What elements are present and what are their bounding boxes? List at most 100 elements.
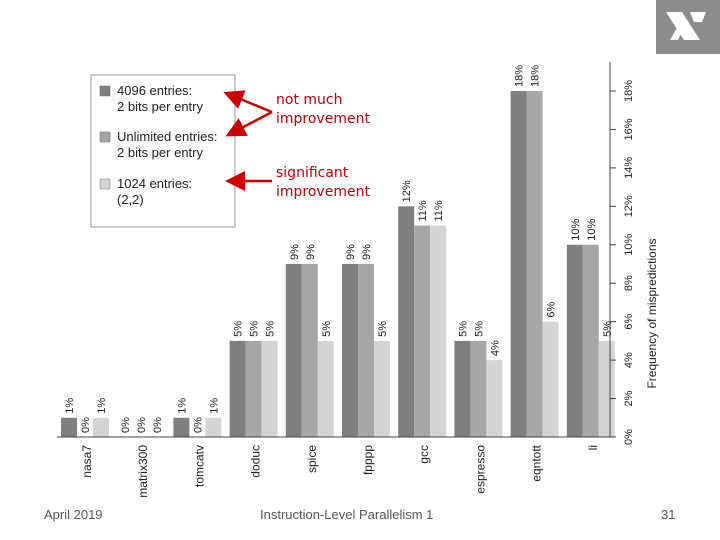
y-axis-group: 0% 2% 4% 6% 8% 10% 12% 14% 16% 18% Frequency of mi…	[57, 62, 659, 445]
bar-value-label: 5%	[473, 321, 485, 337]
bar	[582, 244, 599, 437]
bar-value-label: 0%	[192, 417, 204, 433]
bar-value-label: 1%	[96, 398, 108, 414]
bar-value-label: 11%	[433, 200, 445, 221]
bars-group	[61, 91, 615, 437]
bar-value-label: 18%	[530, 65, 542, 87]
bar-value-label: 9%	[305, 244, 317, 260]
y-tick-label: 14%	[623, 157, 635, 179]
legend-label: Unlimited entries:	[117, 129, 217, 144]
bar	[526, 91, 543, 437]
bar-value-label: 4%	[489, 340, 501, 356]
bar-value-label: 6%	[546, 302, 558, 318]
footer-date: April 2019	[44, 507, 103, 522]
y-tick-label: 2%	[623, 390, 635, 406]
bar	[245, 340, 262, 437]
bar-value-label: 0%	[80, 417, 92, 433]
bar-value-label: 12%	[401, 180, 413, 202]
y-tick-label: 8%	[623, 275, 635, 291]
annotation-line: not much	[276, 92, 343, 108]
bar	[510, 91, 527, 437]
bar	[566, 244, 583, 437]
legend-label: 2 bits per entry	[117, 99, 203, 114]
legend-swatch	[99, 131, 111, 143]
y-tick-label: 10%	[623, 234, 635, 256]
annotation-significant-improvement: significant improvement	[276, 164, 370, 202]
y-tick-label: 16%	[623, 118, 635, 140]
bar-value-label: 18%	[514, 65, 526, 87]
bar-value-label: 1%	[208, 398, 220, 414]
bar-value-label: 9%	[289, 244, 301, 260]
bar-value-label: 5%	[377, 321, 389, 337]
bar	[358, 264, 374, 437]
footer-page-number: 31	[661, 507, 676, 522]
category-label: gcc	[417, 445, 431, 464]
bar	[430, 225, 447, 437]
footer-title: Instruction-Level Parallelism 1	[260, 507, 434, 522]
bar-value-label: 9%	[361, 244, 373, 260]
bar	[598, 340, 615, 437]
bar	[93, 417, 109, 437]
bar-value-label: 10%	[570, 219, 582, 241]
bar-value-label: 5%	[457, 321, 469, 337]
arrow-to-4096	[223, 90, 273, 114]
annotation-not-much-improvement: not much improvement	[276, 91, 370, 129]
annotation-line: significant	[276, 165, 349, 181]
bar-value-label: 10%	[586, 219, 598, 241]
bar	[61, 417, 77, 437]
legend-label: 4096 entries:	[117, 83, 192, 98]
bar-value-label: 11%	[417, 200, 429, 221]
bar	[398, 206, 415, 437]
bar-value-label: 5%	[602, 321, 614, 337]
legend-label: (2,2)	[117, 192, 144, 207]
bar-value-label: 0%	[120, 417, 132, 433]
category-label: fpppp	[361, 445, 375, 475]
bar	[454, 340, 471, 437]
y-tick-label: 12%	[623, 195, 635, 217]
bar	[470, 340, 487, 437]
y-axis-title: Frequency of mispredictions	[645, 238, 659, 388]
bar-value-label: 1%	[176, 398, 188, 414]
category-label: espresso	[473, 445, 487, 494]
category-label: eqntott	[530, 444, 544, 481]
logo-icon	[656, 0, 720, 54]
bar	[486, 360, 503, 437]
category-label: matrix300	[136, 445, 150, 498]
bar	[374, 340, 390, 437]
category-label: nasa7	[80, 445, 94, 478]
bar-value-label: 5%	[265, 321, 277, 337]
y-tick-label: 18%	[623, 80, 635, 102]
bar	[229, 340, 246, 437]
annotation-arrows-group	[223, 90, 273, 191]
category-labels-group: nasa7 matrix300 tomcatv doduc spice fpppp gcc e…	[80, 444, 600, 497]
legend-label: 1024 entries:	[117, 176, 192, 191]
legend-box	[90, 74, 236, 228]
legend-label: 2 bits per entry	[117, 145, 203, 160]
legend-swatch	[99, 85, 111, 97]
category-label: doduc	[249, 445, 263, 478]
bar-value-label: 5%	[249, 321, 261, 337]
bar-value-label: 0%	[152, 417, 164, 433]
y-tick-label: 6%	[623, 314, 635, 330]
category-label: tomcatv	[192, 445, 206, 487]
bar-value-label: 5%	[321, 321, 333, 337]
bar	[317, 340, 334, 437]
bar	[173, 417, 190, 437]
bar-value-label: 5%	[233, 321, 245, 337]
bar	[205, 417, 222, 437]
bar-value-label: 0%	[136, 417, 148, 433]
annotation-line: improvement	[276, 111, 370, 127]
bar	[261, 340, 278, 437]
y-tick-label: 4%	[623, 352, 635, 368]
annotation-line: improvement	[276, 184, 370, 200]
bar	[301, 264, 318, 437]
y-tick-label: 0%	[623, 429, 635, 445]
bar	[542, 321, 559, 437]
bar	[414, 225, 431, 437]
value-labels-group: 1%0%1%0% 0% 0%1%0%1%5% 5% 5%9% 9%5%9% 9%5%12%1…	[64, 65, 614, 433]
arrow-to-unlimited	[225, 110, 273, 137]
bar	[285, 264, 302, 437]
category-label: spice	[305, 445, 319, 473]
